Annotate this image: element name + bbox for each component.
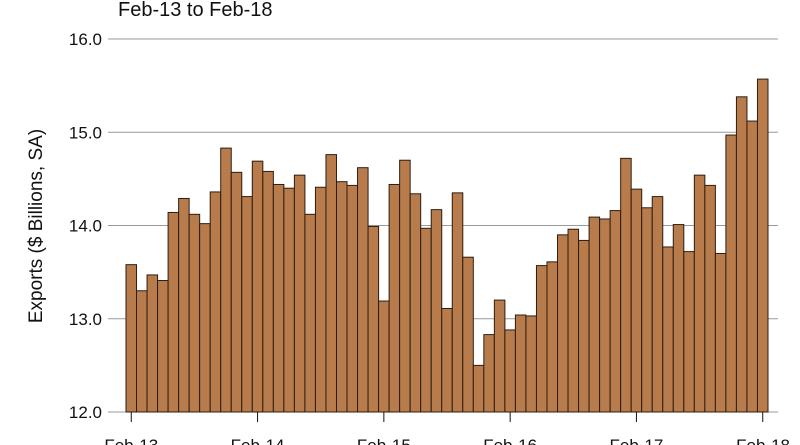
bar [199, 223, 211, 413]
bar [178, 197, 190, 413]
bar [704, 184, 716, 413]
bar [557, 234, 569, 413]
bar [714, 252, 727, 413]
bar [588, 216, 601, 413]
bar [241, 196, 253, 413]
bar [651, 196, 664, 413]
x-tick-label: Feb-16 [483, 436, 537, 445]
bar [525, 315, 537, 413]
y-tick-label: 14.0 [69, 217, 102, 236]
y-tick-label: 15.0 [69, 123, 102, 142]
x-tick-label: Feb-13 [104, 436, 158, 445]
bar [420, 227, 432, 413]
bar [514, 314, 527, 413]
bar [157, 280, 169, 413]
bar [483, 334, 495, 413]
bar [209, 191, 222, 413]
bar [388, 183, 401, 413]
bar [167, 211, 180, 413]
bar [220, 147, 232, 413]
bar [641, 207, 653, 413]
bar [293, 174, 306, 413]
y-axis-ticks: 12.0 13.0 14.0 15.0 16.0 [69, 30, 102, 422]
bar [620, 157, 632, 413]
bar [451, 192, 464, 413]
bar [472, 364, 485, 413]
x-axis-ticks: Feb-13 Feb-14 Feb-15 Feb-16 Feb-17 Feb-18 [104, 412, 790, 445]
bar [262, 170, 274, 413]
x-tick-label: Feb-14 [231, 436, 285, 445]
bar [230, 171, 243, 413]
bar [462, 256, 474, 413]
y-tick-label: 16.0 [69, 30, 102, 49]
x-tick-label: Feb-15 [357, 436, 411, 445]
bar [125, 264, 138, 413]
bar [672, 224, 685, 413]
bar [756, 78, 769, 413]
bar [609, 210, 622, 413]
bar [325, 154, 337, 413]
bar [735, 96, 748, 413]
bar [546, 261, 559, 413]
y-tick-label: 13.0 [69, 310, 102, 329]
bar [283, 187, 295, 413]
bar [251, 160, 264, 413]
bar [441, 307, 453, 413]
bar [335, 181, 348, 413]
bars [125, 78, 769, 413]
bar [746, 120, 758, 413]
bar [346, 184, 359, 413]
bar [378, 300, 390, 413]
bar [430, 209, 443, 413]
y-axis-label: Exports ($ Billions, SA) [26, 129, 47, 323]
bar [535, 265, 548, 413]
bar [314, 186, 327, 413]
bar [599, 218, 611, 413]
bar [683, 251, 695, 413]
bar [662, 246, 674, 413]
bar [567, 228, 580, 413]
bar [578, 239, 590, 413]
bar [693, 174, 706, 413]
x-tick-label: Feb-17 [610, 436, 664, 445]
y-tick-label: 12.0 [69, 403, 102, 422]
bar [272, 183, 285, 413]
bar [493, 299, 506, 413]
bar [146, 274, 159, 413]
bar [725, 134, 737, 413]
bar [399, 159, 411, 413]
x-tick-label: Feb-18 [736, 436, 790, 445]
bar [188, 213, 201, 413]
bar [357, 167, 369, 413]
bar [136, 290, 148, 413]
bar [367, 225, 380, 413]
bar [630, 188, 643, 413]
bar [304, 213, 316, 413]
chart-subtitle: Feb-13 to Feb-18 [118, 0, 273, 21]
bar [504, 329, 516, 413]
bar [409, 193, 422, 413]
